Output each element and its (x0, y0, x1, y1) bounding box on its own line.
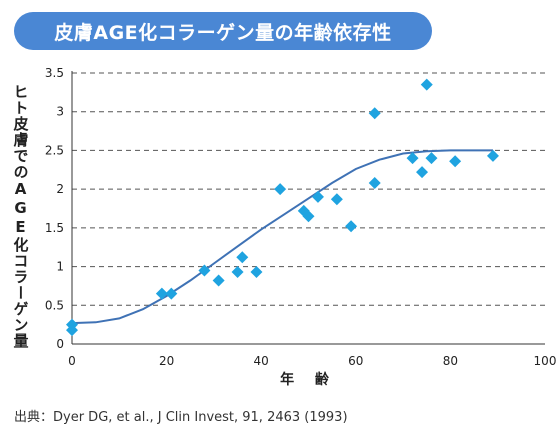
data-point-marker (236, 251, 249, 264)
data-point-marker (250, 265, 263, 278)
scatter-chart: 0 0.5 1 1.5 2 2.5 3 3.5 0 20 40 60 80 100 年 齢 (45, 66, 557, 388)
data-point-marker (416, 166, 429, 179)
y-tick-label: 0.5 (45, 298, 64, 312)
data-point-marker (302, 210, 315, 223)
y-axis-label: ヒト皮膚でのAGE化コラーゲン量 (10, 66, 32, 366)
x-tick-label: 80 (443, 354, 458, 368)
data-point-marker (368, 107, 381, 120)
x-tick-label: 0 (68, 354, 76, 368)
y-tick-label: 1 (56, 260, 64, 274)
y-tick-label: 3.5 (45, 66, 64, 80)
data-point-marker (311, 190, 324, 203)
data-point-marker (449, 155, 462, 168)
x-tick-label: 40 (254, 354, 269, 368)
y-tick-label: 2.5 (45, 143, 64, 157)
data-point-marker (406, 152, 419, 165)
source-citation: 出典：Dyer DG, et al., J Clin Invest, 91, 2… (14, 410, 348, 425)
data-point-marker (155, 287, 168, 300)
y-tick-label: 3 (56, 105, 64, 119)
data-point-marker (486, 149, 499, 162)
x-tick-label: 60 (348, 354, 363, 368)
data-point-marker (231, 265, 244, 278)
x-tick-label: 100 (534, 354, 557, 368)
data-point-marker (345, 220, 358, 233)
x-tick-label: 20 (159, 354, 174, 368)
chart-title: 皮膚AGE化コラーゲン量の年齢依存性 (54, 21, 392, 44)
y-axis-label-text: ヒト皮膚でのAGE化コラーゲン量 (11, 83, 30, 349)
data-point-marker (420, 78, 433, 91)
data-point-marker (330, 193, 343, 206)
data-point-marker (212, 274, 225, 287)
data-point-marker (198, 264, 211, 277)
y-tick-label: 2 (56, 182, 64, 196)
fit-curve-line (71, 149, 493, 325)
x-axis-label: 年 齢 (280, 371, 337, 388)
data-point-marker (368, 176, 381, 189)
data-point-marker (274, 183, 287, 196)
data-point-marker (425, 152, 438, 165)
chart-title-banner: 皮膚AGE化コラーゲン量の年齢依存性 (14, 12, 432, 50)
data-point-marker (165, 287, 178, 300)
y-tick-label: 0 (56, 337, 64, 351)
data-point-marker (66, 324, 78, 337)
y-tick-label: 1.5 (45, 221, 64, 235)
